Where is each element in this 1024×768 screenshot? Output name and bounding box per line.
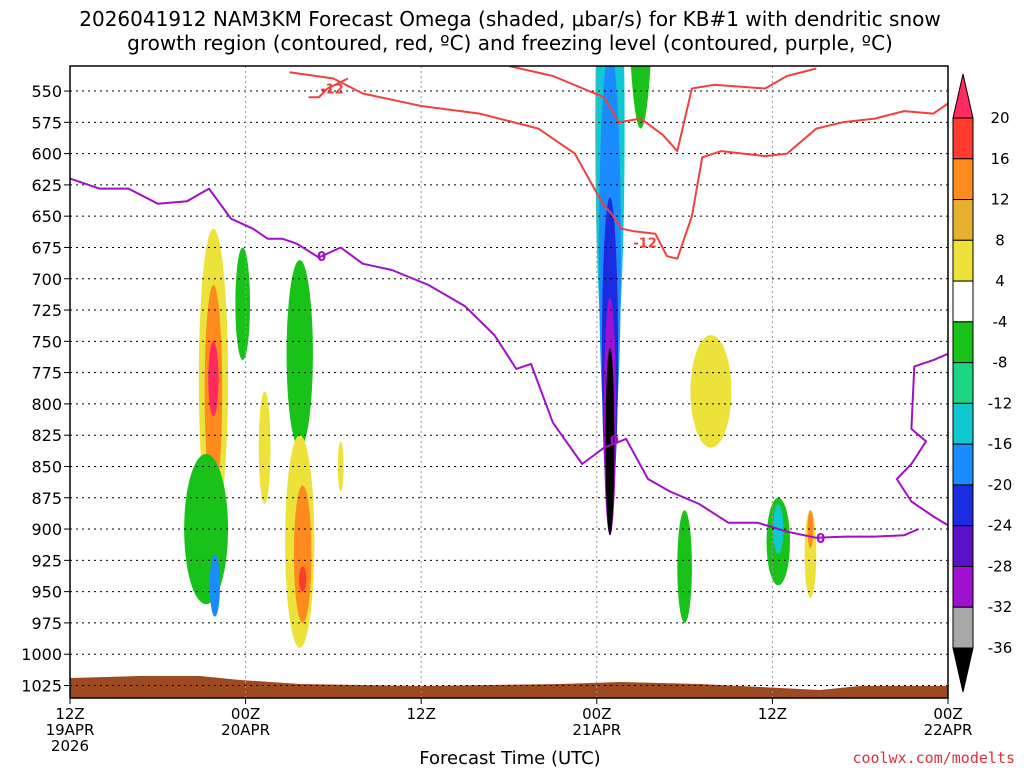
colorbar-label--8: -8: [993, 354, 1008, 372]
omega-shading: [184, 66, 817, 648]
y-tick-label-925: 925: [31, 551, 62, 570]
y-tick-label-700: 700: [31, 270, 62, 289]
y-tick-label-875: 875: [31, 489, 62, 508]
omega-region-12: [286, 259, 313, 448]
freezing-contour-label-2: 0: [816, 532, 825, 547]
colorbar-label-20: 20: [990, 109, 1009, 127]
y-tick-label-750: 750: [31, 332, 62, 351]
colorbar-label-8: 8: [995, 231, 1005, 249]
dgz-contour-1: [289, 71, 948, 260]
omega-region-14: [293, 485, 312, 623]
y-tick-label-1025: 1025: [21, 676, 62, 695]
omega-region-7: [235, 247, 250, 361]
colorbar-label--36: -36: [988, 639, 1013, 657]
x-tick-label-1-1: 00Z: [231, 705, 260, 723]
colorbar-segment-6: [952, 321, 974, 364]
x-tick-label-0-1: 12Z: [55, 705, 84, 723]
y-tick-label-675: 675: [31, 238, 62, 257]
freezing-contour-label-0: 0: [317, 250, 326, 265]
x-tick-label-5-1: 00Z: [933, 705, 962, 723]
colorbar-top-arrow: [952, 73, 974, 119]
dendritic-growth-contours: -12 -12: [289, 66, 948, 260]
x-axis-label: Forecast Time (UTC): [419, 748, 600, 768]
colorbar-segment-13: [952, 606, 974, 649]
omega-region-16: [258, 391, 271, 505]
y-tick-label-650: 650: [31, 207, 62, 226]
axis-ticks: 550 575 600 625 650 675 700 725 750 775 800 825 850 8…: [21, 82, 972, 755]
colorbar-label--24: -24: [988, 517, 1013, 535]
y-tick-label-825: 825: [31, 426, 62, 445]
freezing-contour-label-1: 0: [610, 434, 619, 449]
colorbar-segment-1: [952, 117, 974, 160]
dgz-contour-2: [508, 66, 817, 153]
omega-region-28: [677, 510, 692, 623]
y-tick-label-725: 725: [31, 301, 62, 320]
freezing-level-contours: 0 0 0: [70, 177, 948, 547]
y-tick-label-575: 575: [31, 113, 62, 132]
colorbar-label--20: -20: [988, 476, 1013, 494]
colorbar-segment-10: [952, 484, 974, 527]
colorbar-segment-3: [952, 199, 974, 241]
dgz-contour-label-0: -12: [320, 83, 344, 98]
x-tick-label-5-2: 22APR: [924, 721, 973, 739]
y-tick-label-550: 550: [31, 82, 62, 101]
ground-fill: [70, 676, 948, 698]
y-tick-label-625: 625: [31, 176, 62, 195]
y-tick-label-1000: 1000: [21, 645, 62, 664]
grid-lines: [70, 66, 948, 698]
y-tick-label-775: 775: [31, 364, 62, 383]
colorbar-segment-7: [952, 362, 974, 404]
colorbar-label--28: -28: [988, 557, 1013, 575]
omega-region-33: [804, 510, 817, 598]
chart-title-line-1: 2026041912 NAM3KM Forecast Omega (shaded…: [79, 7, 940, 31]
colorbar-bottom-arrow: [952, 647, 974, 693]
colorbar-label--32: -32: [988, 598, 1013, 616]
chart-title-line-2: growth region (contoured, red, ºC) and f…: [127, 31, 893, 55]
colorbar-label--12: -12: [988, 394, 1013, 412]
colorbar-segment-9: [952, 443, 974, 486]
colorbar-segment-5: [952, 280, 974, 323]
omega-region-4: [208, 341, 219, 417]
dgz-contour-label-1: -12: [633, 236, 657, 251]
x-tick-label-0-2: 19APR: [46, 721, 95, 739]
x-tick-label-3-1: 00Z: [582, 705, 611, 723]
colorbar-label-12: 12: [990, 191, 1009, 209]
x-tick-label-0-3: 2026: [51, 737, 89, 755]
omega-region-6: [209, 554, 220, 617]
omega-region-29: [690, 335, 732, 448]
freezing-contour-0: [70, 177, 920, 539]
y-tick-label-975: 975: [31, 614, 62, 633]
colorbar-label--16: -16: [988, 435, 1013, 453]
colorbar-segment-11: [952, 525, 974, 567]
x-tick-label-1-2: 20APR: [221, 721, 270, 739]
omega-region-24: [630, 66, 651, 129]
y-tick-label-600: 600: [31, 145, 62, 164]
colorbar-label-4: 4: [995, 272, 1005, 290]
y-tick-label-800: 800: [31, 395, 62, 414]
y-tick-label-950: 950: [31, 583, 62, 602]
colorbar: 20 16 12 8 4 -4 -8 -12 -16 -20 -24 -28 -32 -36: [952, 73, 1013, 693]
dgz-contour-0: [308, 77, 349, 99]
omega-region-34: [807, 510, 814, 548]
y-tick-label-850: 850: [31, 457, 62, 476]
omega-region-15: [299, 566, 307, 592]
colorbar-segment-12: [952, 565, 974, 608]
x-tick-label-4-1: 12Z: [758, 705, 787, 723]
colorbar-segment-8: [952, 402, 974, 445]
ground-surface: [70, 676, 948, 698]
colorbar-segment-4: [952, 239, 974, 282]
plot-frame: [69, 65, 949, 699]
colorbar-segment-2: [952, 158, 974, 201]
x-tick-label-3-2: 21APR: [572, 721, 621, 739]
credit-text: coolwx.com/modelts: [852, 749, 1015, 767]
x-tick-label-2-1: 12Z: [407, 705, 436, 723]
omega-region-23: [605, 347, 615, 536]
colorbar-label-16: 16: [990, 150, 1009, 168]
colorbar-label--4: -4: [993, 313, 1008, 331]
freezing-contour-1: [895, 352, 948, 527]
y-tick-label-900: 900: [31, 520, 62, 539]
